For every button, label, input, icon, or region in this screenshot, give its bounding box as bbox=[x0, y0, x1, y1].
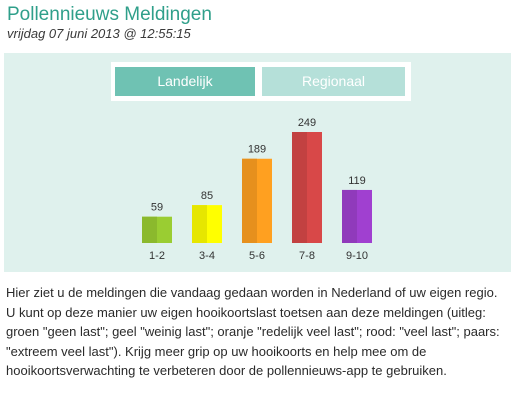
bar-group-7-8: 249 7-8 bbox=[292, 117, 322, 262]
bar-value-label: 249 bbox=[298, 117, 316, 129]
bar-group-9-10: 119 9-10 bbox=[342, 175, 372, 262]
bar-group-5-6: 189 5-6 bbox=[242, 144, 272, 262]
tab-bar: Landelijk Regionaal bbox=[111, 62, 411, 101]
bar-shade-9-10 bbox=[342, 189, 357, 243]
description-text: Hier ziet u de meldingen die vandaag ged… bbox=[6, 285, 500, 378]
category-label: 9-10 bbox=[346, 250, 368, 262]
bar-shade-3-4 bbox=[192, 205, 207, 243]
bar-shade-7-8 bbox=[292, 132, 307, 243]
bar-value-label: 119 bbox=[348, 175, 366, 187]
bar-shade-1-2 bbox=[142, 216, 157, 243]
tab-landelijk[interactable]: Landelijk bbox=[115, 67, 255, 96]
bar-chart: 59 1-2 85 3-4 189 5-6 249 7-8 119 9-10 bbox=[142, 117, 372, 262]
bar-group-3-4: 85 3-4 bbox=[192, 190, 222, 262]
category-label: 7-8 bbox=[299, 250, 315, 262]
bar-group-1-2: 59 1-2 bbox=[142, 202, 172, 262]
timestamp: vrijdag 07 juni 2013 @ 12:55:15 bbox=[7, 26, 191, 41]
tab-regionaal[interactable]: Regionaal bbox=[262, 67, 405, 96]
page-title: Pollennieuws Meldingen bbox=[7, 4, 212, 25]
chart-panel: Landelijk Regionaal 59 1-2 85 3-4 189 5-6 249 7… bbox=[4, 53, 511, 272]
category-label: 5-6 bbox=[249, 250, 265, 262]
category-label: 3-4 bbox=[199, 250, 215, 262]
bar-shade-5-6 bbox=[242, 158, 257, 243]
bar-value-label: 85 bbox=[201, 190, 213, 202]
category-label: 1-2 bbox=[149, 250, 165, 262]
bar-value-label: 189 bbox=[248, 144, 266, 156]
bar-value-label: 59 bbox=[151, 202, 163, 214]
